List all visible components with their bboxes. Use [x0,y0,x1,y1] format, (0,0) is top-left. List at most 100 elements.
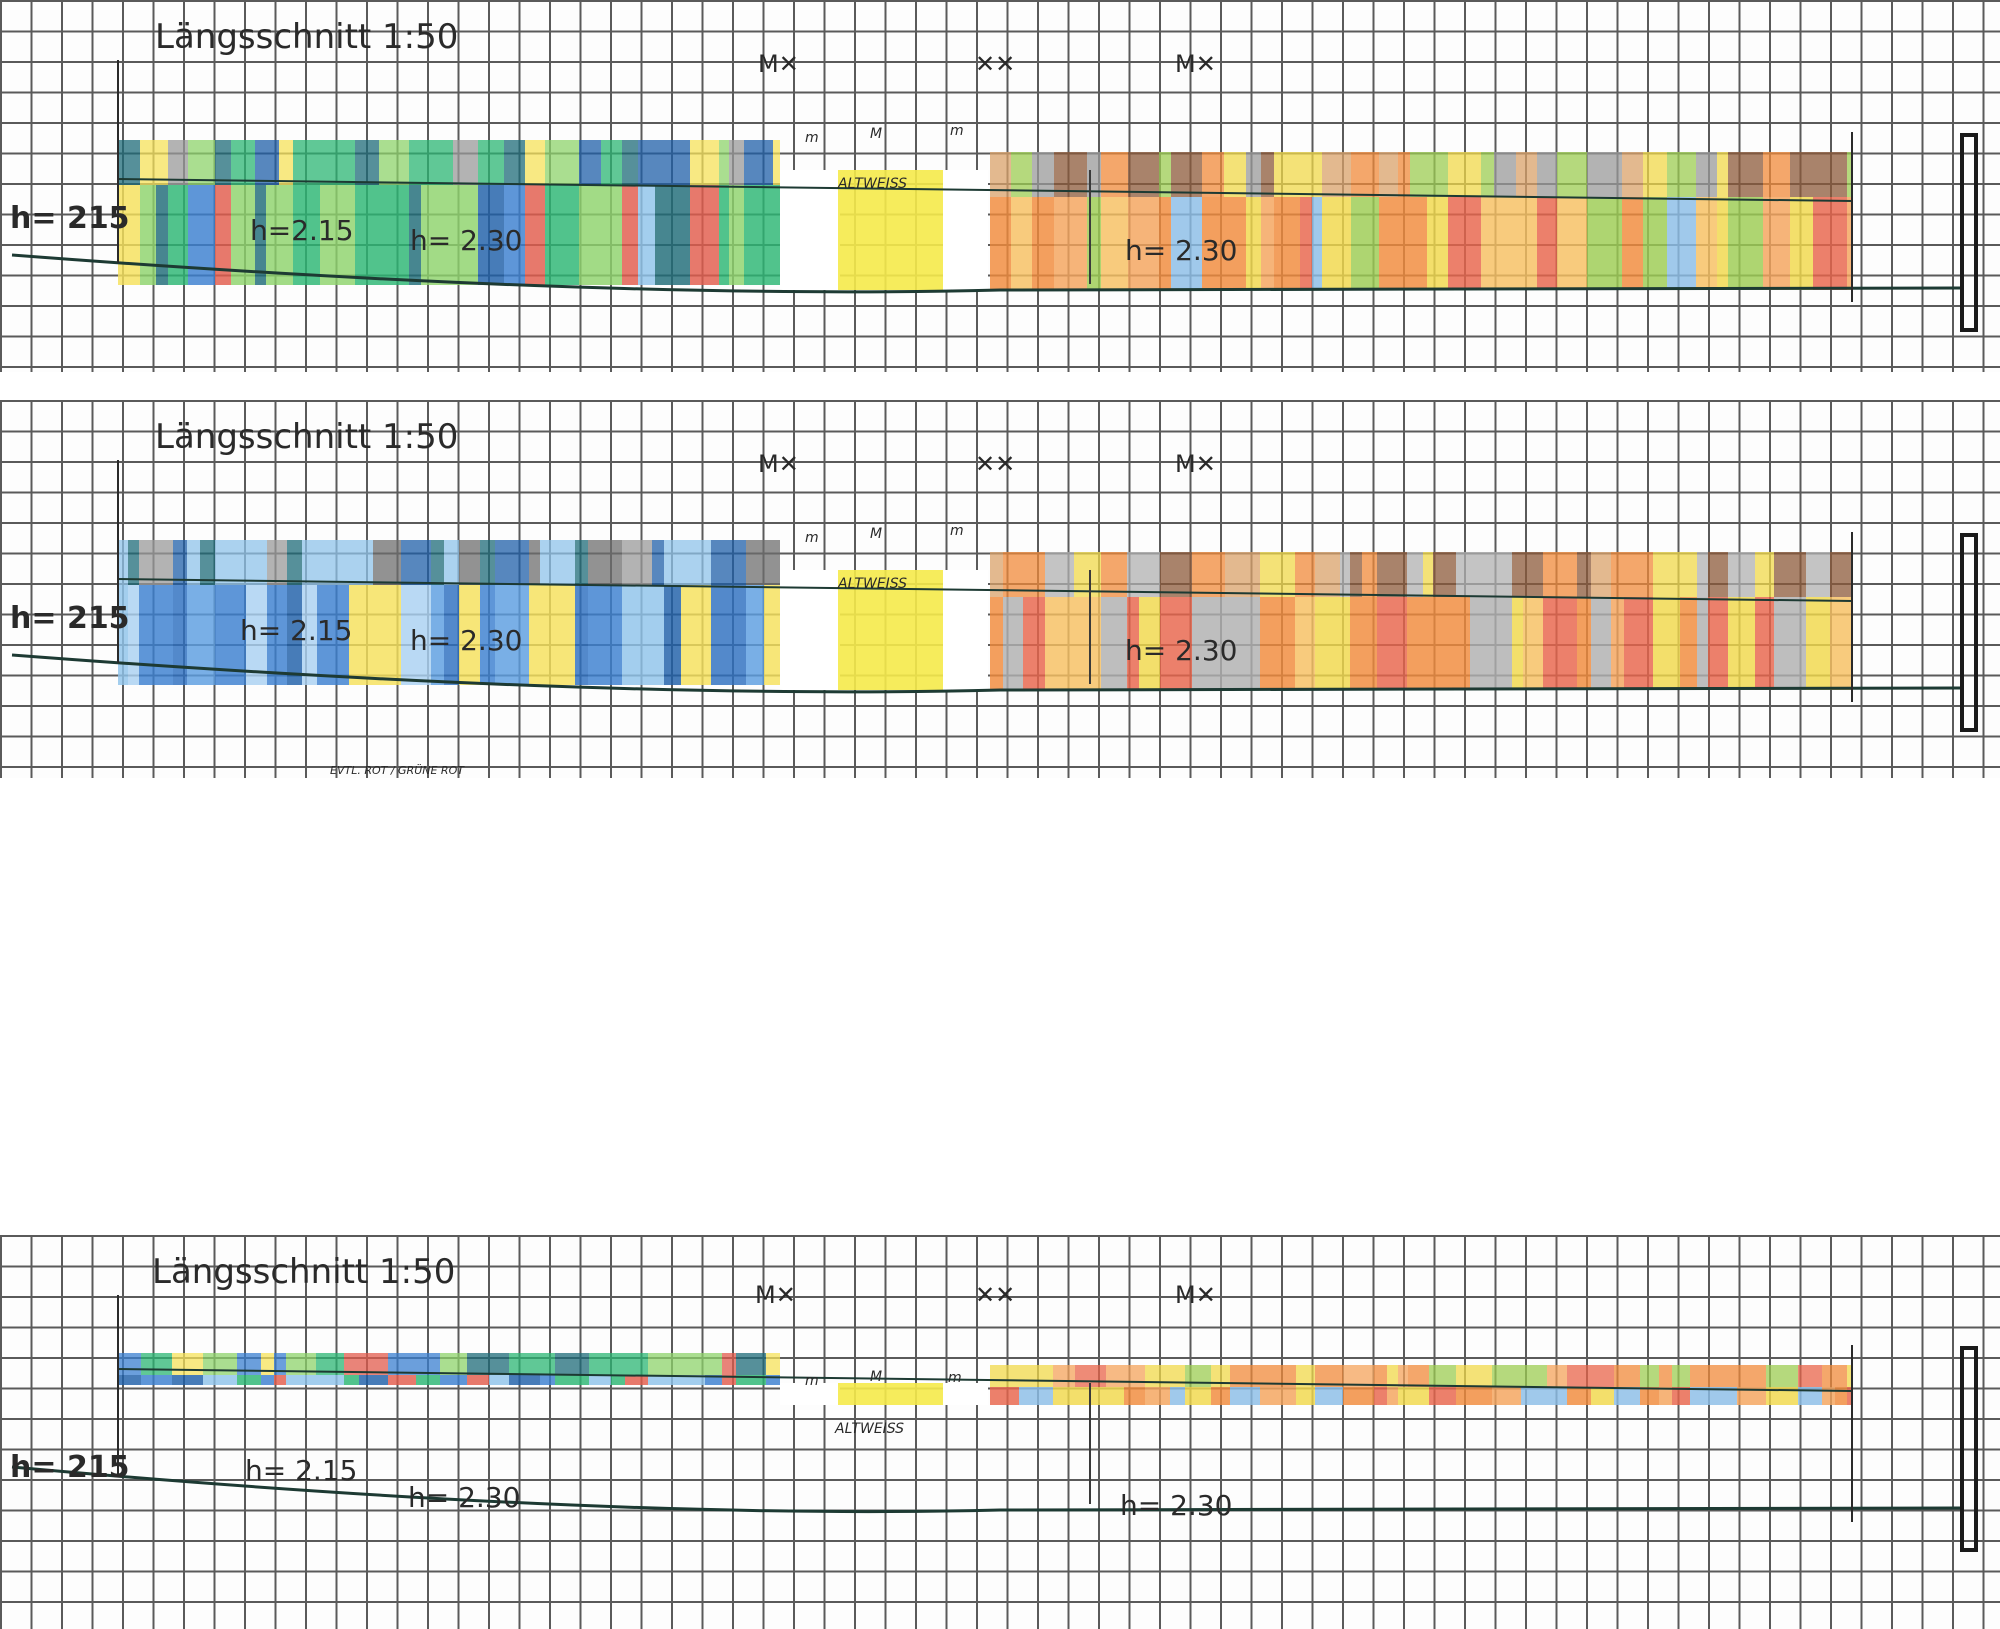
shelf-strip [679,1375,705,1385]
shelf-cap [545,140,579,185]
shelf-cap [1728,152,1763,197]
shelf-strip [540,1375,555,1385]
height-label-mid1: h= 2.15 [240,614,352,647]
shelf-strip [480,585,495,685]
shelf-strip [266,185,279,285]
section-drawing-3: Längsschnitt 1:50 h= 215 h= 2.15 h= 2.30… [10,1252,1978,1552]
shelf-cap [1379,152,1398,197]
shelf-strip [1427,197,1448,290]
shelf-cap [1835,1365,1847,1387]
shelf-cap [401,540,431,585]
shelf-cap [246,540,267,585]
shelf-strip [1019,1387,1053,1405]
shelf-cap [1813,152,1847,197]
shelf-strip [1717,197,1728,290]
shelf-strip [690,185,719,285]
shelf-cap [1211,1365,1230,1387]
shelf-strip [373,585,401,685]
shelf-strip [655,185,690,285]
shelf-cap [1697,552,1708,597]
shelf-strip [118,585,128,685]
shelf-strip [1023,597,1045,690]
shelf-strip [1159,197,1171,290]
shelf-cap [1806,552,1830,597]
shelf-cap [409,140,421,185]
shelf-cap [172,1353,203,1375]
shelf-strip [1653,597,1680,690]
shelf-cap [1717,152,1728,197]
shelf-cap [555,1353,589,1375]
shelf-cap [1433,552,1456,597]
shelf-cap [648,1353,679,1375]
shelf-cap [1315,1365,1343,1387]
floor-line [11,253,1961,294]
height-label-mid1: h= 2.15 [245,1454,357,1487]
shelf-cap [1185,1365,1211,1387]
m-label-3: m [950,523,964,539]
shelf-strip [1246,197,1261,290]
shelf-strip [316,1375,344,1385]
shelf-cap [188,140,215,185]
shelf-cap [1429,1365,1456,1387]
shelf-strip [1101,597,1127,690]
shelf-cap [611,1353,625,1375]
shelf-cap [1667,152,1696,197]
fixture-symbol-2: ✕✕ [975,450,1015,478]
shelf-strip [773,185,780,285]
shelf-strip [1835,1387,1847,1405]
shelf-cap [1672,1365,1690,1387]
shelf-cap [320,140,355,185]
shelf-strip [638,185,655,285]
shelf-cap [1011,152,1032,197]
shelf-strip [736,1375,766,1385]
shelf-strip [287,585,302,685]
shelf-cap [215,140,231,185]
shelf-strip [200,585,215,685]
shelf-strip [1315,597,1340,690]
shelf-cap [1374,1365,1387,1387]
shelf-strip [1171,597,1192,690]
band-line [117,178,1853,202]
shelf-cap [990,152,1011,197]
shelf-cap [231,140,255,185]
shelf-cap [1709,1365,1737,1387]
shelf-blocks [118,1353,1852,1405]
shelf-strip [579,185,601,285]
shelf-strip [1032,197,1054,290]
shelf-cap [1170,1365,1185,1387]
shelf-strip [1690,1387,1709,1405]
wall-section [1960,1346,1978,1552]
m-label-2: M [870,526,882,542]
shelf-cap [203,1353,237,1375]
shelf-cap [1708,552,1728,597]
shelf-strip [681,585,711,685]
shelf-cap [388,1353,416,1375]
shelf-strip [545,185,579,285]
shelf-strip [1224,197,1246,290]
shelf-cap [1790,152,1813,197]
shelf-cap [1640,1365,1659,1387]
shelf-strip [416,1375,440,1385]
shelf-strip [401,585,431,685]
shelf-strip [1170,1387,1185,1405]
shelf-cap [1659,1365,1672,1387]
shelf-cap [625,1353,648,1375]
shelf-cap [1260,1365,1277,1387]
shelf-strip [118,1375,141,1385]
shelf-strip [1659,1387,1672,1405]
shelf-cap [575,540,588,585]
shelf-strip [1423,597,1433,690]
shelf-strip [1470,597,1489,690]
fixture-symbol-3: M✕ [1175,50,1216,78]
sketch-sheet-3: Längsschnitt 1:50 h= 215 h= 2.15 h= 2.30… [0,1235,2000,1629]
shelf-cap [489,1353,509,1375]
shelf-cap [1124,1365,1145,1387]
shelf-strip [140,185,156,285]
shelf-cap [1471,1365,1492,1387]
shelf-cap [140,140,156,185]
shelf-strip [555,1375,589,1385]
shelf-strip [1011,197,1032,290]
m-label-1: m [805,530,819,546]
shelf-cap [1351,152,1379,197]
shelf-strip [1456,597,1470,690]
